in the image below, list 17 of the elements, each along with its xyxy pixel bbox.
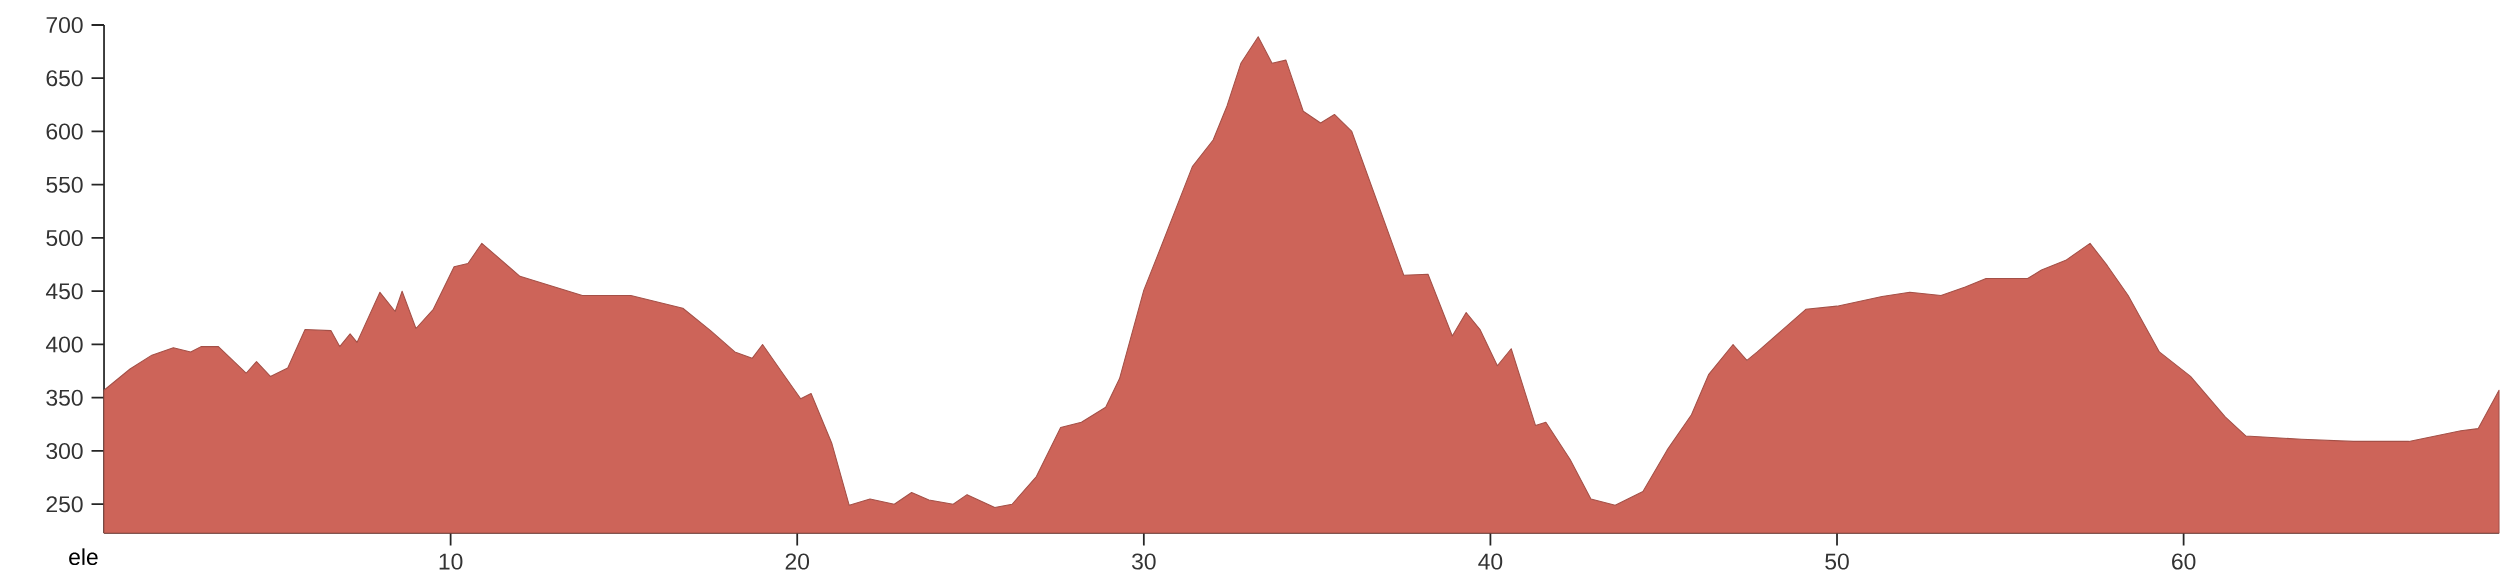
y-tick-label: 550 — [46, 176, 83, 193]
y-tick-label: 650 — [46, 70, 83, 87]
y-tick-label: 300 — [46, 442, 83, 460]
y-tick-label: 250 — [46, 496, 83, 513]
x-tick-label: 10 — [439, 553, 463, 570]
y-tick-label: 600 — [46, 123, 83, 140]
y-tick-label: 450 — [45, 283, 83, 300]
x-tick-label: 50 — [1825, 553, 1849, 570]
y-axis-title: ele — [69, 548, 98, 566]
x-tick-label: 40 — [1478, 553, 1503, 570]
x-tick-label: 20 — [785, 553, 810, 570]
y-tick-label: 700 — [46, 16, 83, 34]
y-tick-label: 500 — [46, 229, 83, 247]
y-tick-label: 350 — [46, 389, 83, 406]
y-tick-label: 400 — [45, 336, 83, 353]
x-tick-label: 30 — [1132, 553, 1156, 570]
x-tick-label: 60 — [2172, 553, 2196, 570]
